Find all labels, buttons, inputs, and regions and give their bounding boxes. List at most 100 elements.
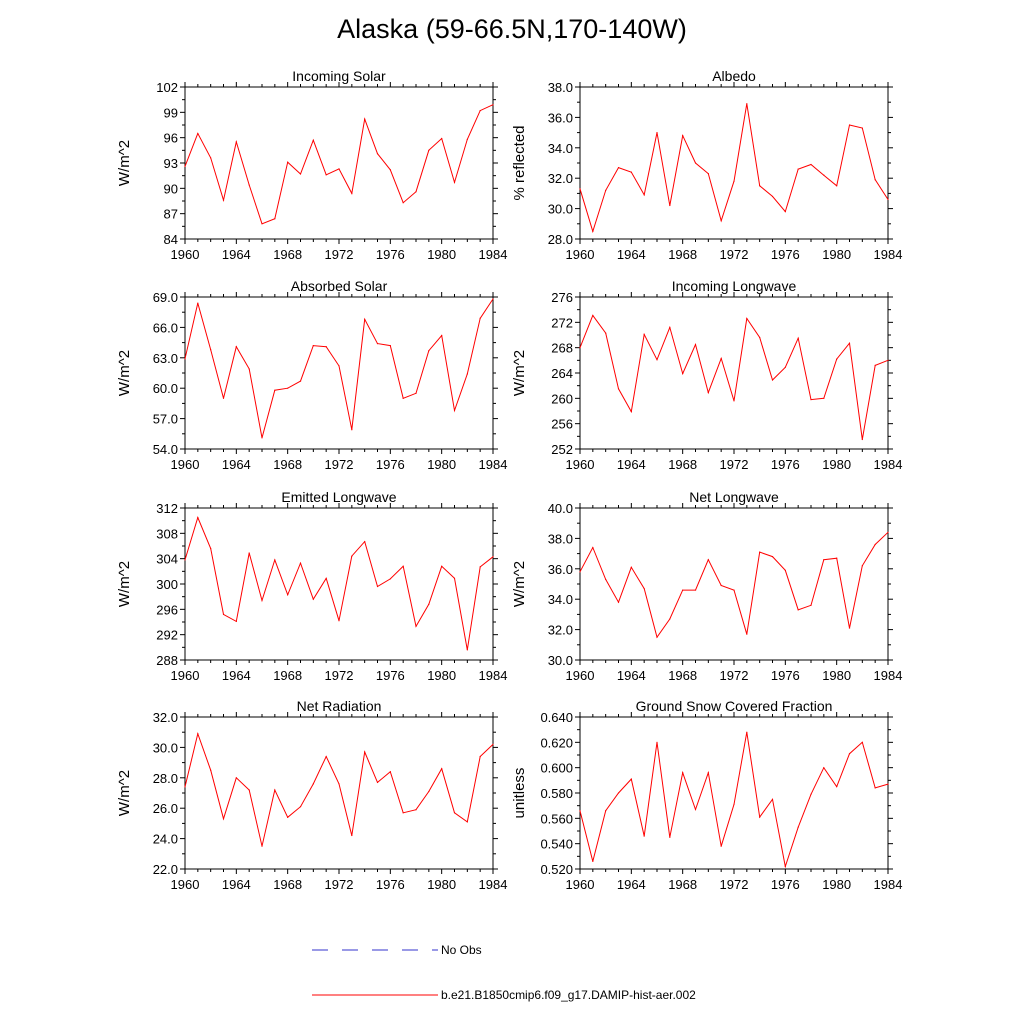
chart-title: Net Longwave <box>689 489 779 505</box>
data-point <box>771 798 774 800</box>
data-point <box>261 599 263 602</box>
data-point <box>415 809 417 811</box>
data-point <box>643 835 645 837</box>
x-tick-label: 1980 <box>822 457 851 472</box>
data-point <box>836 185 838 187</box>
data-point <box>682 135 684 137</box>
x-tick-label: 1960 <box>171 457 200 472</box>
data-point <box>861 127 863 129</box>
data-point <box>492 298 494 300</box>
data-point <box>643 333 645 335</box>
data-point <box>784 865 786 868</box>
data-point <box>466 373 468 375</box>
x-tick-label: 1972 <box>325 668 354 683</box>
data-point <box>325 174 327 176</box>
x-tick-label: 1972 <box>720 877 749 892</box>
data-point <box>669 326 671 328</box>
data-point <box>351 192 353 194</box>
plot-frame <box>184 296 494 450</box>
data-point <box>235 620 237 622</box>
data-point <box>235 777 237 779</box>
data-point <box>364 540 366 543</box>
data-point <box>466 138 468 140</box>
x-tick-label: 1968 <box>668 457 697 472</box>
data-point <box>630 778 632 780</box>
data-point <box>338 620 340 622</box>
y-tick-label: 38.0 <box>548 80 573 95</box>
data-point <box>364 751 366 753</box>
y-axis-label: W/m^2 <box>511 350 528 396</box>
series-line <box>579 531 889 639</box>
x-tick-label: 1976 <box>771 457 800 472</box>
data-point <box>415 191 417 193</box>
y-tick-label: 34.0 <box>548 592 573 607</box>
data-point <box>351 834 353 837</box>
x-tick-label: 1980 <box>427 668 456 683</box>
data-point <box>682 373 684 375</box>
data-point <box>479 110 481 112</box>
y-tick-label: 292 <box>156 628 178 643</box>
y-tick-label: 304 <box>156 552 178 567</box>
data-point <box>784 569 786 571</box>
series-line <box>184 104 494 225</box>
chart-title: Ground Snow Covered Fraction <box>636 698 833 714</box>
y-tick-label: 272 <box>551 315 573 330</box>
data-point <box>836 786 838 788</box>
data-point <box>720 845 722 847</box>
y-axis-label: % reflected <box>511 125 528 200</box>
x-tick-label: 1972 <box>325 457 354 472</box>
x-tick-label: 1964 <box>617 247 646 262</box>
data-point <box>720 220 722 222</box>
data-point <box>428 350 430 352</box>
x-tick-label: 1980 <box>427 877 456 892</box>
x-tick-label: 1984 <box>479 668 508 683</box>
data-point <box>733 589 735 591</box>
page-title: Alaska (59-66.5N,170-140W) <box>337 14 687 44</box>
x-tick-label: 1960 <box>566 247 595 262</box>
data-point <box>197 132 199 135</box>
data-point <box>848 124 851 126</box>
y-tick-label: 32.0 <box>548 623 573 638</box>
data-point <box>759 816 761 818</box>
data-point <box>415 625 417 628</box>
plot-frame <box>184 507 494 661</box>
x-tick-label: 1960 <box>171 668 200 683</box>
data-point <box>694 162 697 164</box>
chart-panel: Emitted Longwave W/m^2 288 292 296 300 304 308 3… <box>116 489 507 683</box>
data-point <box>376 343 379 345</box>
data-point <box>733 400 735 402</box>
data-point <box>287 594 289 596</box>
data-point <box>287 387 289 389</box>
data-point <box>376 781 379 783</box>
x-tick-label: 1976 <box>376 457 405 472</box>
data-point <box>759 336 761 339</box>
data-point <box>441 565 443 567</box>
chart-panel: Absorbed Solar W/m^2 54.0 57.0 60.0 63.0 66.0 6… <box>116 278 507 472</box>
data-point <box>823 397 825 399</box>
data-point <box>643 194 645 196</box>
series-line <box>184 731 494 847</box>
y-tick-label: 66.0 <box>153 320 178 335</box>
data-point <box>694 808 697 811</box>
data-point <box>235 141 237 143</box>
data-point <box>210 547 212 550</box>
series-line <box>579 103 889 234</box>
data-point <box>874 787 876 789</box>
x-tick-label: 1972 <box>325 877 354 892</box>
y-tick-label: 40.0 <box>548 501 573 516</box>
y-tick-label: 36.0 <box>548 562 573 577</box>
data-point <box>235 346 237 348</box>
data-point <box>261 437 263 439</box>
data-point <box>492 104 494 106</box>
x-tick-label: 1960 <box>566 877 595 892</box>
data-point <box>771 195 774 198</box>
chart-panel: Ground Snow Covered Fraction unitless 0.52… <box>511 698 902 892</box>
data-point <box>222 199 225 201</box>
data-point <box>848 753 851 755</box>
data-point <box>605 189 607 191</box>
data-point <box>351 429 353 431</box>
x-tick-label: 1968 <box>668 877 697 892</box>
data-point <box>248 552 250 554</box>
data-point <box>197 516 199 519</box>
